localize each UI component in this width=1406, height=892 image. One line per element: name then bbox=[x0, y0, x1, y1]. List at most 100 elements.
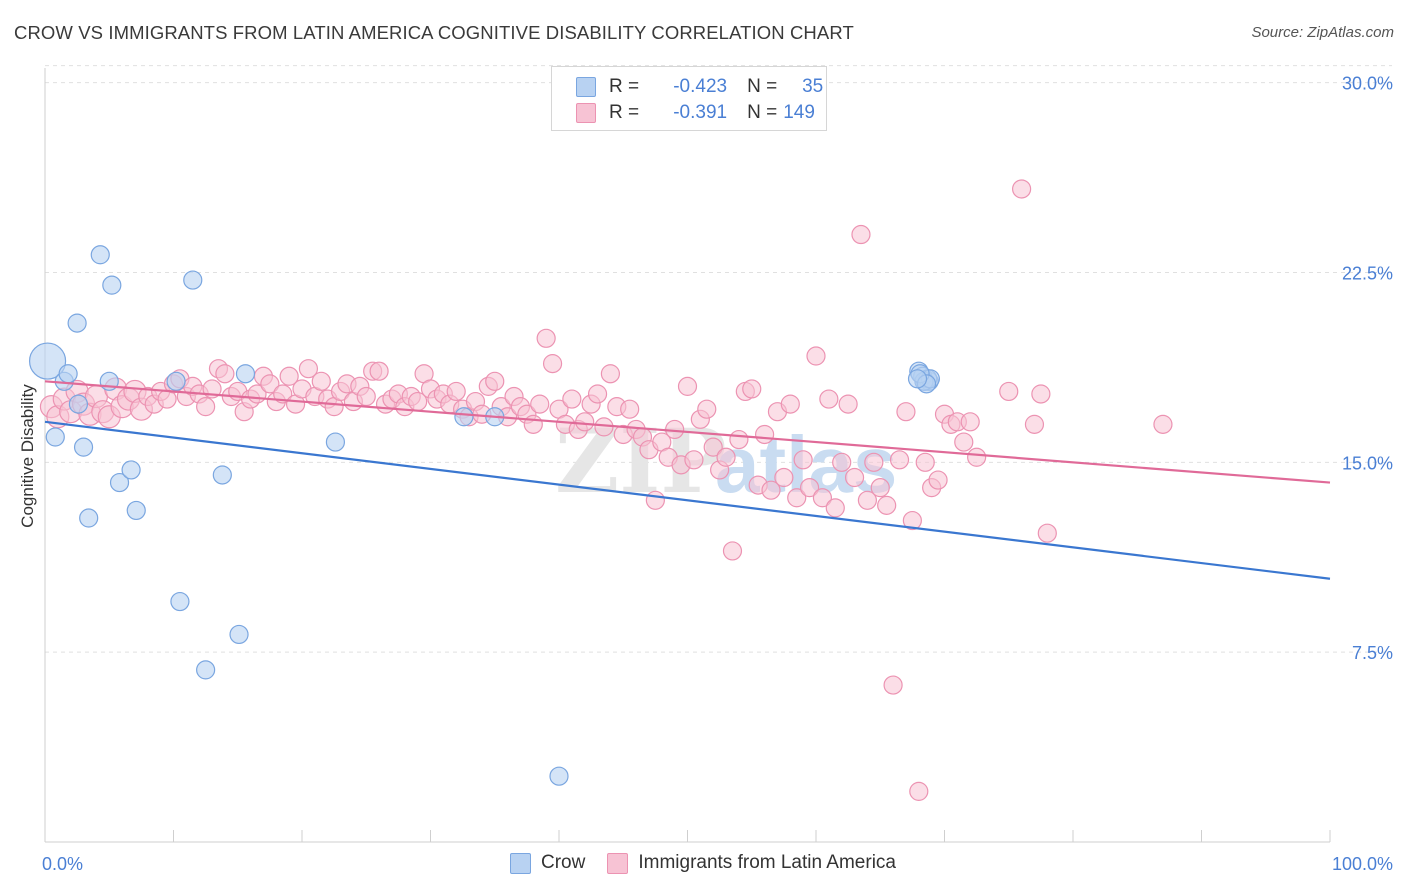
latin-point bbox=[722, 541, 743, 561]
latin-point bbox=[838, 394, 858, 414]
crow-swatch bbox=[576, 77, 596, 97]
crow-trend-line bbox=[44, 420, 1331, 580]
crow-legend-label: Crow bbox=[541, 852, 586, 873]
latin-point bbox=[716, 447, 736, 467]
latin-point bbox=[889, 450, 910, 470]
latin-point bbox=[485, 371, 505, 391]
crow-point bbox=[212, 465, 232, 485]
latin-point bbox=[1011, 179, 1032, 199]
latin-point bbox=[536, 328, 556, 348]
latin-point bbox=[761, 480, 781, 500]
latin-point bbox=[279, 366, 299, 386]
crow-point bbox=[58, 364, 78, 384]
crow-point bbox=[907, 369, 928, 389]
crow-legend-swatch bbox=[510, 852, 531, 874]
crow-points bbox=[28, 245, 940, 786]
latin-point bbox=[530, 394, 550, 414]
latin-point bbox=[260, 374, 280, 394]
crow-point bbox=[235, 364, 256, 384]
crow-r-value: -0.423 bbox=[673, 76, 728, 97]
x-tick-label-max: 100.0% bbox=[1332, 854, 1393, 874]
latin-point bbox=[909, 781, 929, 801]
latin-point bbox=[825, 498, 845, 518]
legend-item-latin[interactable]: Immigrants from Latin America bbox=[607, 852, 896, 874]
latin-point bbox=[902, 510, 922, 531]
latin-r-label: R = bbox=[609, 102, 640, 123]
latin-point bbox=[793, 450, 813, 470]
latin-point bbox=[523, 414, 543, 434]
latin-point bbox=[703, 437, 723, 457]
crow-point bbox=[109, 472, 130, 493]
axes bbox=[44, 68, 1331, 843]
latin-point bbox=[999, 381, 1019, 402]
crow-point bbox=[454, 407, 474, 427]
latin-point bbox=[967, 447, 987, 467]
source-label: Source: ZipAtlas.com bbox=[1251, 24, 1394, 41]
latin-point bbox=[542, 354, 563, 374]
latin-point bbox=[684, 450, 704, 470]
crow-r-label: R = bbox=[609, 76, 640, 97]
latin-point bbox=[799, 478, 820, 498]
latin-point bbox=[780, 394, 800, 414]
stats-legend: R = -0.423 N = 35 R = -0.391 N = 149 bbox=[551, 66, 827, 131]
latin-point bbox=[787, 488, 807, 508]
latin-point bbox=[844, 467, 865, 488]
crow-point bbox=[183, 270, 203, 290]
latin-point bbox=[729, 429, 749, 450]
legend-row-crow: R = -0.423 N = 35 bbox=[576, 75, 823, 99]
latin-point bbox=[677, 376, 698, 396]
crow-point bbox=[166, 371, 186, 391]
latin-point bbox=[832, 452, 852, 472]
latin-point bbox=[1153, 414, 1173, 434]
latin-point bbox=[806, 346, 826, 366]
latin-point bbox=[697, 399, 717, 419]
latin-point bbox=[883, 675, 903, 695]
latin-point bbox=[273, 384, 293, 404]
legend-item-crow[interactable]: Crow bbox=[510, 852, 585, 874]
latin-point bbox=[1024, 414, 1045, 434]
crow-point bbox=[170, 591, 190, 612]
crow-point bbox=[28, 342, 67, 380]
tick-labels: 7.5% 15.0% 22.5% 30.0% 0.0% 100.0% bbox=[42, 74, 1393, 874]
latin-point bbox=[1031, 384, 1051, 404]
latin-point bbox=[215, 364, 235, 384]
crow-point bbox=[90, 245, 110, 265]
latin-legend-swatch bbox=[607, 852, 629, 874]
crow-point bbox=[45, 427, 65, 447]
latin-point bbox=[864, 452, 884, 472]
crow-point bbox=[196, 660, 216, 680]
legend-row-latin: R = -0.391 N = 149 bbox=[576, 101, 823, 125]
latin-point bbox=[812, 488, 833, 508]
gridlines bbox=[45, 65, 1392, 653]
latin-point bbox=[196, 397, 216, 417]
crow-n-label: N = bbox=[747, 76, 778, 97]
latin-point bbox=[896, 402, 916, 422]
latin-point bbox=[562, 389, 582, 409]
series-legend: Crow Immigrants from Latin America bbox=[510, 852, 918, 874]
latin-point bbox=[600, 364, 621, 384]
latin-point bbox=[369, 361, 389, 381]
latin-point bbox=[446, 381, 466, 402]
latin-point bbox=[819, 389, 839, 409]
crow-point bbox=[73, 437, 94, 457]
crow-point bbox=[102, 275, 122, 295]
crow-point bbox=[325, 432, 346, 452]
crow-point bbox=[121, 460, 141, 480]
latin-point bbox=[774, 467, 794, 488]
trend-lines bbox=[44, 380, 1331, 580]
crow-point bbox=[68, 394, 89, 414]
latin-point bbox=[851, 224, 871, 245]
crow-point bbox=[67, 313, 87, 333]
chart-title: CROW VS IMMIGRANTS FROM LATIN AMERICA CO… bbox=[14, 22, 854, 43]
latin-point bbox=[857, 490, 878, 510]
crow-point bbox=[229, 624, 249, 645]
latin-point bbox=[742, 379, 762, 399]
latin-point bbox=[870, 478, 890, 498]
latin-n-label: N = bbox=[747, 102, 778, 123]
latin-point bbox=[928, 470, 948, 490]
latin-point bbox=[915, 452, 935, 472]
latin-swatch bbox=[576, 103, 596, 123]
y-tick-label: 30.0% bbox=[1342, 74, 1393, 94]
latin-n-value: 149 bbox=[783, 102, 815, 123]
